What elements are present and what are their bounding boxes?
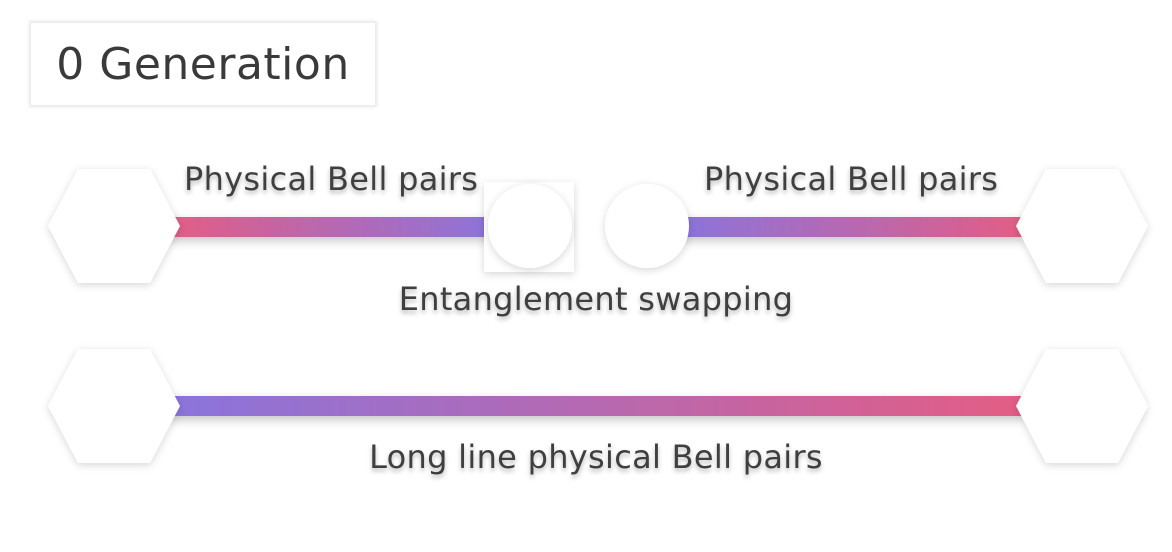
node-circle-middle-right (605, 184, 689, 268)
link-top-left (168, 217, 498, 237)
top-left-link-label: Physical Bell pairs (184, 160, 479, 198)
node-circle-middle-left (488, 184, 572, 268)
node-hexagon-top-left (48, 169, 180, 283)
node-hexagon-bottom-right (1016, 349, 1148, 463)
node-hexagon-top-right (1016, 169, 1148, 283)
link-long (168, 396, 1023, 416)
link-top-right (678, 217, 1023, 237)
long-link-label: Long line physical Bell pairs (369, 438, 823, 476)
swap-label: Entanglement swapping (398, 280, 794, 318)
node-hexagon-bottom-left (48, 349, 180, 463)
generation-box: 0 Generation (30, 22, 376, 106)
generation-label: 0 Generation (56, 38, 350, 90)
top-right-link-label: Physical Bell pairs (704, 160, 999, 198)
